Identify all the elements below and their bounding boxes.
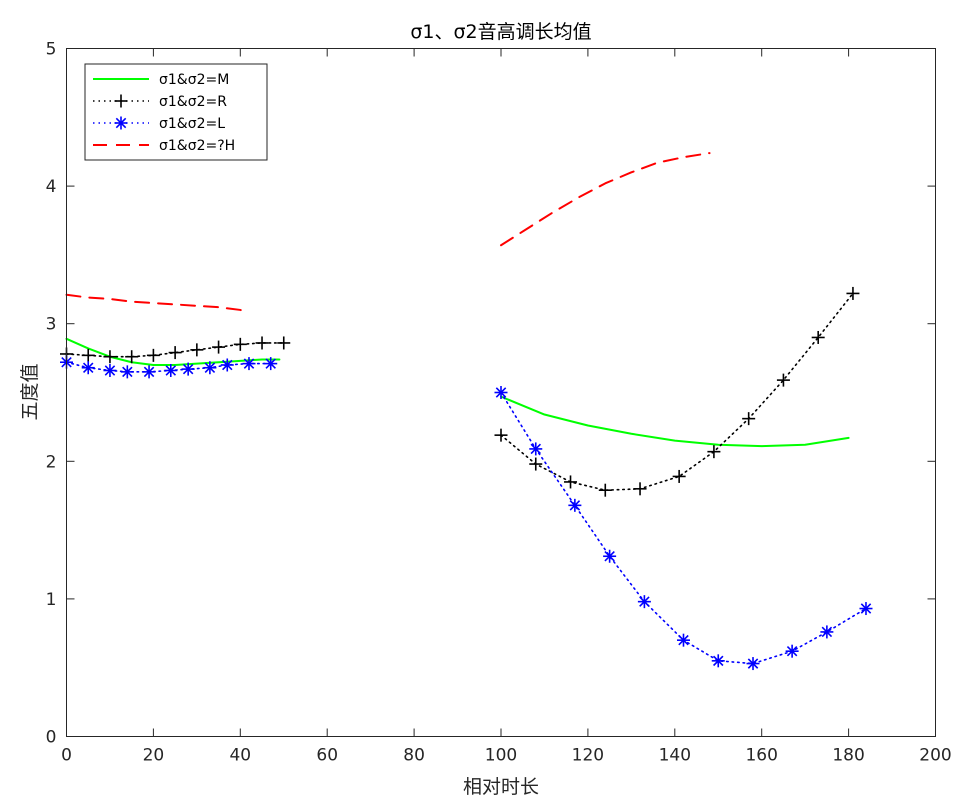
legend-label: σ1&σ2=L (159, 116, 225, 132)
legend-item: σ1&σ2=R (93, 94, 227, 110)
series-3-point (820, 625, 834, 639)
series-3-point (264, 357, 278, 371)
x-tick-label: 200 (919, 746, 951, 766)
series-3-point (120, 365, 134, 379)
series-1-line-segment (65, 337, 281, 366)
y-tick-label: 2 (46, 452, 57, 472)
x-tick-label: 40 (229, 746, 251, 766)
series-3-point (164, 363, 178, 377)
series-3-point (603, 549, 617, 563)
series-2-point (190, 343, 204, 357)
x-tick-label: 180 (832, 746, 864, 766)
x-tick-label: 160 (745, 746, 777, 766)
x-tick-label: 100 (485, 746, 517, 766)
series-3-point (859, 602, 873, 616)
series-2-point (255, 336, 269, 350)
series-layer (60, 152, 873, 671)
y-tick-label: 3 (46, 315, 57, 335)
series-4-line-segment (65, 293, 250, 314)
series-2-point (125, 350, 139, 364)
series-2-point (529, 457, 543, 471)
series-3-point (568, 498, 582, 512)
series-3-point (529, 442, 543, 456)
series-2-line-segment (500, 292, 854, 492)
series-3-point (242, 357, 256, 371)
series-3-point (203, 361, 217, 375)
legend-item: σ1&σ2=M (93, 72, 229, 88)
chart-title: σ1、σ2音高调长均值 (410, 21, 591, 43)
series-2-point (811, 330, 825, 344)
x-tick-label: 140 (659, 746, 691, 766)
series-2-point (598, 483, 612, 497)
series-3-point (711, 654, 725, 668)
y-tick-label: 5 (46, 40, 57, 60)
series-3-point (220, 358, 234, 372)
series-3-point (785, 644, 799, 658)
x-tick-label: 20 (143, 746, 165, 766)
series-2-point (146, 348, 160, 362)
series-2-point (212, 340, 226, 354)
y-tick-label: 1 (46, 590, 57, 610)
series-2-point (168, 346, 182, 360)
series-1-line-segment (500, 395, 850, 448)
y-axis-title: 五度值 (19, 363, 41, 420)
series-3-point (181, 362, 195, 376)
x-tick-label: 120 (572, 746, 604, 766)
series-3-point (676, 633, 690, 647)
x-tick-label: 60 (316, 746, 338, 766)
series-2-point (672, 469, 686, 483)
series-2-point (742, 412, 756, 426)
series-2-point (707, 445, 721, 459)
y-tick-label: 4 (46, 177, 57, 197)
series-4-line-segment (500, 152, 711, 247)
x-tick-label: 80 (403, 746, 425, 766)
series-3-point (746, 657, 760, 671)
legend-marker (114, 94, 128, 108)
series-2-point (103, 350, 117, 364)
series-2-line-segment (65, 342, 285, 358)
series-2-point (564, 475, 578, 489)
series-3-point (81, 361, 95, 375)
y-tick-label: 0 (46, 728, 57, 748)
series-2-point (776, 373, 790, 387)
x-tick-label: 0 (61, 746, 72, 766)
legend-item: σ1&σ2=L (93, 116, 225, 132)
legend: σ1&σ2=M σ1&σ2=R σ1&σ2=L σ1&σ2=?H (84, 63, 268, 161)
legend-marker (114, 116, 128, 130)
series-2-point (846, 286, 860, 300)
tick-layer: 0 20 40 60 80 100 120 140 160 180 200 0 1 2 3 4 5 (46, 40, 952, 766)
series-1 (65, 337, 850, 448)
series-3-point (494, 386, 508, 399)
legend-label: σ1&σ2=M (159, 72, 229, 88)
x-axis-title: 相对时长 (463, 776, 539, 798)
series-4 (65, 152, 711, 314)
legend-label: σ1&σ2=?H (159, 138, 235, 154)
series-2-point (494, 428, 508, 442)
series-2-point (633, 482, 647, 496)
series-3-point (142, 365, 156, 379)
legend-item: σ1&σ2=?H (93, 138, 235, 154)
series-2-point (81, 348, 95, 362)
series-3-point (637, 595, 651, 609)
series-3-point (103, 363, 117, 377)
legend-label: σ1&σ2=R (159, 94, 227, 110)
series-2 (60, 286, 860, 497)
series-2-point (277, 336, 291, 350)
series-2-point (233, 337, 247, 351)
series-3 (60, 355, 873, 671)
